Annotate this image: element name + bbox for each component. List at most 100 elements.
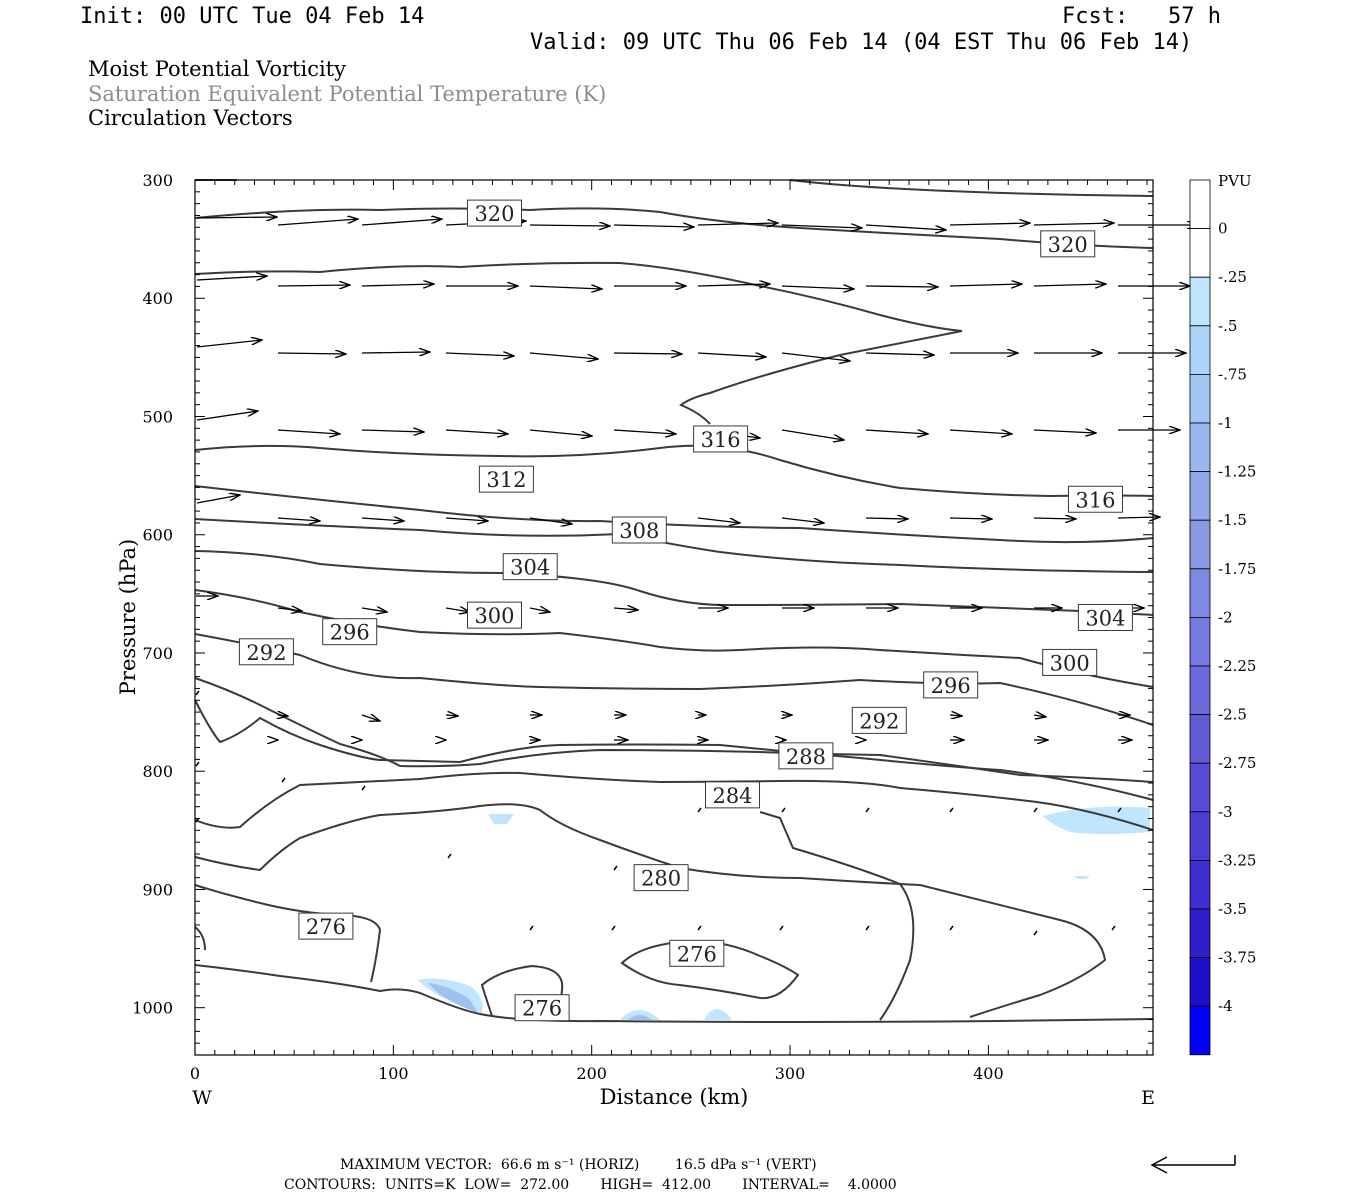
vector-arrow bbox=[529, 352, 598, 359]
vector-arrow-small bbox=[697, 925, 702, 931]
vector-arrow-small bbox=[949, 925, 954, 931]
contour-label: 320 bbox=[1048, 233, 1088, 257]
colorbar-label: 0 bbox=[1218, 220, 1228, 238]
vector-arrow bbox=[865, 286, 938, 287]
colorbar-swatch bbox=[1189, 908, 1211, 958]
y-tick-label: 600 bbox=[142, 526, 173, 545]
vector-arrow bbox=[529, 286, 602, 289]
colorbar-label: -4 bbox=[1218, 997, 1233, 1015]
vector-arrow bbox=[697, 517, 740, 523]
contour-label: 284 bbox=[712, 784, 752, 808]
vector-arrow bbox=[529, 517, 572, 524]
vector-arrow bbox=[445, 608, 470, 612]
colorbar-label: -3.25 bbox=[1218, 851, 1256, 869]
colorbar-swatch bbox=[1189, 179, 1211, 229]
contour-288 bbox=[194, 699, 1154, 801]
contour-label-box bbox=[502, 553, 558, 581]
vector-arrow bbox=[277, 353, 346, 354]
vector-arrow-small bbox=[195, 690, 200, 696]
contour-label-box bbox=[611, 516, 667, 544]
theta-es-contours bbox=[194, 179, 1154, 1024]
y-tick-label: 500 bbox=[142, 407, 173, 426]
vector-arrow bbox=[445, 715, 458, 716]
reference-vector bbox=[1150, 1155, 1236, 1174]
max-vector-vert: 16.5 dPa s⁻¹ (VERT) bbox=[674, 1157, 817, 1173]
contour-320c bbox=[194, 207, 1154, 249]
colorbar-swatch bbox=[1189, 811, 1211, 861]
forecast-hour: Fcst: 57 h bbox=[1062, 4, 1221, 29]
vector-arrow bbox=[865, 353, 934, 355]
vector-arrow bbox=[277, 608, 302, 611]
colorbar-swatch bbox=[1189, 228, 1211, 278]
y-axis-title: Pressure (hPa) bbox=[116, 539, 140, 695]
colorbar-swatch bbox=[1189, 762, 1211, 813]
vector-arrow bbox=[1033, 284, 1106, 286]
contour-label-box bbox=[478, 465, 534, 493]
colorbar-swatch bbox=[1189, 957, 1211, 1007]
colorbar-label: -1.75 bbox=[1218, 560, 1256, 578]
vector-arrow bbox=[1117, 517, 1160, 518]
contour-label: 276 bbox=[522, 997, 562, 1021]
vector-arrow bbox=[781, 352, 850, 361]
colorbar-swatch bbox=[1189, 519, 1211, 570]
contour-304 bbox=[194, 550, 1154, 616]
vector-arrow-small bbox=[195, 761, 200, 767]
colorbar-label: -2 bbox=[1218, 608, 1233, 626]
colorbar-label: -3.75 bbox=[1218, 949, 1256, 967]
contour-label: 296 bbox=[330, 621, 370, 645]
contour-316-upper bbox=[194, 261, 963, 425]
max-vector-horiz: 66.6 m s⁻¹ (HORIZ) bbox=[500, 1157, 640, 1173]
x-tick-label: 300 bbox=[775, 1064, 806, 1083]
vector-arrow-small bbox=[613, 865, 618, 871]
vector-arrow bbox=[697, 223, 778, 225]
x-west-label: W bbox=[192, 1087, 212, 1109]
colorbar-label: -.75 bbox=[1218, 365, 1247, 383]
title-mpv: Moist Potential Vorticity bbox=[88, 57, 346, 81]
vector-arrow-small bbox=[529, 925, 534, 931]
footer-max-vector: MAXIMUM VECTOR: 66.6 m s⁻¹ (HORIZ) 16.5 … bbox=[340, 1157, 817, 1173]
vector-arrow bbox=[865, 224, 946, 230]
colorbar-swatch bbox=[1189, 860, 1211, 910]
colorbar-label: -.5 bbox=[1218, 317, 1237, 335]
x-axis-title: Distance (km) bbox=[600, 1085, 749, 1109]
contour-left-tick bbox=[194, 926, 206, 951]
colorbar-label: -3.5 bbox=[1218, 900, 1247, 918]
contour-280-seg bbox=[759, 811, 915, 1021]
colorbar-unit: PVU bbox=[1218, 172, 1252, 190]
vector-arrow bbox=[196, 217, 277, 218]
vector-arrow bbox=[445, 518, 488, 521]
vector-arrow bbox=[1033, 430, 1096, 433]
y-tick-label: 1000 bbox=[132, 999, 173, 1018]
contour-label-box bbox=[693, 425, 749, 453]
contour-label-box bbox=[705, 781, 761, 809]
x-tick-label: 0 bbox=[190, 1064, 200, 1083]
contour-label: 300 bbox=[474, 604, 514, 628]
vector-arrow bbox=[196, 276, 267, 281]
vector-arrow bbox=[613, 430, 676, 434]
vector-arrow bbox=[613, 608, 638, 610]
vector-arrow bbox=[196, 411, 258, 421]
contour-label: 292 bbox=[246, 641, 286, 665]
pv-patch bbox=[704, 1009, 732, 1020]
contour-296 bbox=[194, 633, 1154, 726]
contour-320b bbox=[789, 179, 1154, 197]
contour-label: 320 bbox=[474, 202, 514, 226]
vector-arrow-small bbox=[611, 925, 616, 931]
vector-arrow-small bbox=[865, 925, 870, 931]
vector-arrow bbox=[277, 285, 350, 286]
vector-arrow bbox=[278, 715, 288, 716]
pv-patch bbox=[1074, 876, 1090, 879]
contour-label-box bbox=[514, 994, 570, 1022]
contour-label: 280 bbox=[641, 867, 681, 891]
axis-ticks: 0 100 200 300 400 300 400 500 600 700 800 900 1000 bbox=[132, 171, 1153, 1083]
title-vectors: Circulation Vectors bbox=[88, 106, 293, 130]
x-tick-label: 200 bbox=[576, 1064, 607, 1083]
colorbar-swatch bbox=[1189, 617, 1211, 667]
contour-label-box bbox=[923, 671, 979, 699]
contour-label-box bbox=[633, 864, 689, 892]
y-tick-label: 800 bbox=[142, 762, 173, 781]
vector-arrow-small bbox=[361, 785, 366, 791]
vector-arrow bbox=[361, 352, 430, 353]
colorbar-label: -1.25 bbox=[1218, 463, 1256, 481]
